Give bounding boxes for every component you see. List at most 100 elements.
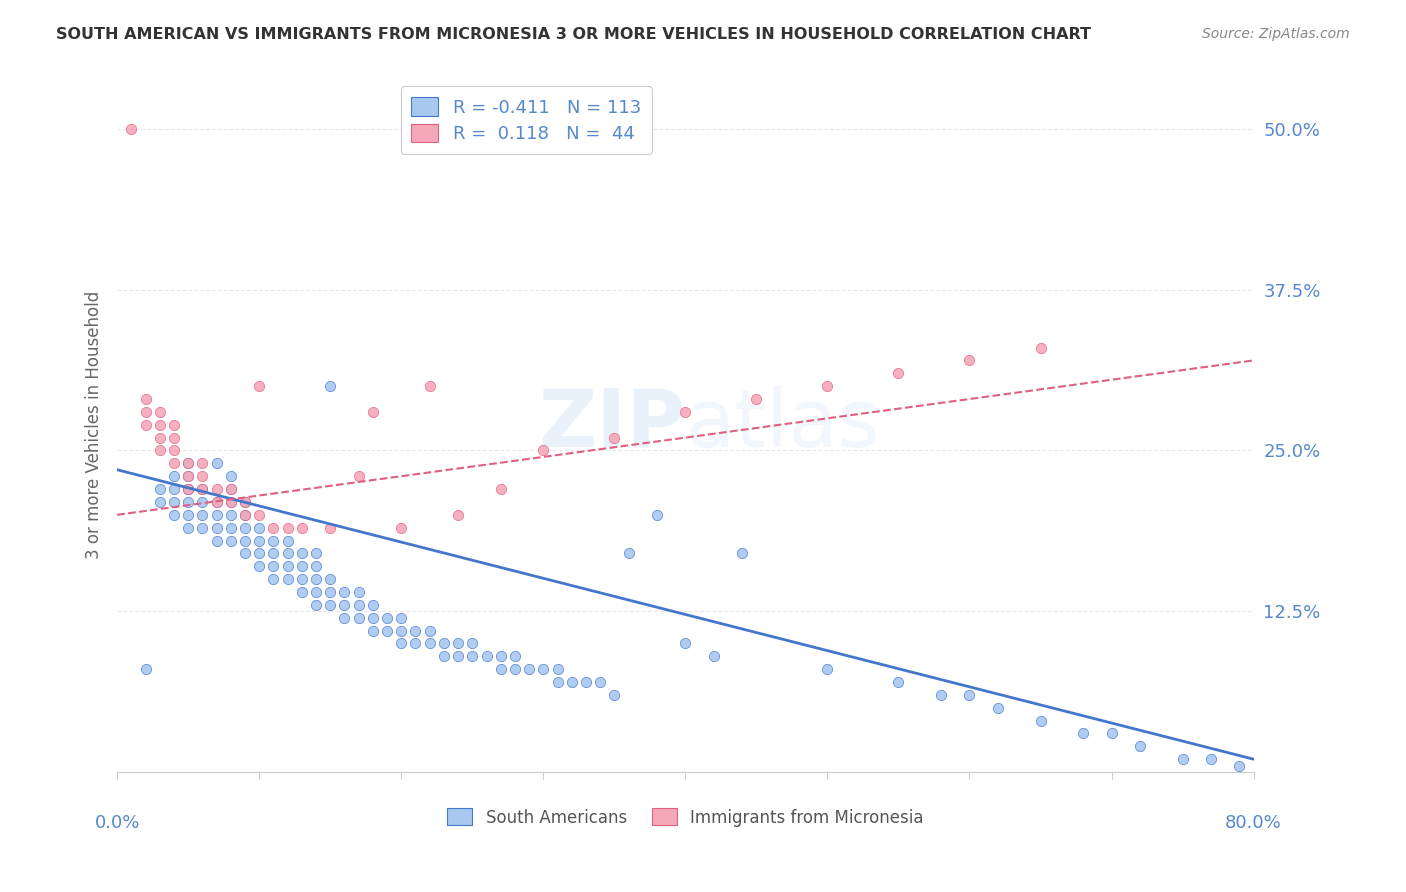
Point — [547, 662, 569, 676]
Point — [673, 636, 696, 650]
Point — [191, 508, 214, 522]
Point — [177, 482, 200, 496]
Point — [177, 482, 200, 496]
Point — [163, 417, 186, 432]
Point — [262, 546, 284, 560]
Point — [333, 598, 356, 612]
Point — [1029, 341, 1052, 355]
Point — [219, 533, 242, 548]
Point — [191, 456, 214, 470]
Point — [603, 431, 626, 445]
Point — [163, 508, 186, 522]
Point — [531, 662, 554, 676]
Point — [1071, 726, 1094, 740]
Text: SOUTH AMERICAN VS IMMIGRANTS FROM MICRONESIA 3 OR MORE VEHICLES IN HOUSEHOLD COR: SOUTH AMERICAN VS IMMIGRANTS FROM MICRON… — [56, 27, 1091, 42]
Point — [361, 610, 384, 624]
Point — [163, 443, 186, 458]
Point — [305, 546, 328, 560]
Point — [447, 636, 470, 650]
Point — [561, 675, 583, 690]
Point — [361, 624, 384, 638]
Point — [319, 572, 342, 586]
Point — [291, 572, 314, 586]
Point — [405, 636, 427, 650]
Point — [731, 546, 754, 560]
Point — [319, 521, 342, 535]
Point — [389, 521, 412, 535]
Point — [1101, 726, 1123, 740]
Point — [135, 405, 157, 419]
Point — [219, 495, 242, 509]
Point — [233, 521, 256, 535]
Point — [673, 405, 696, 419]
Point — [389, 636, 412, 650]
Point — [745, 392, 768, 406]
Point — [205, 521, 228, 535]
Point — [347, 469, 370, 483]
Point — [433, 649, 456, 664]
Point — [219, 508, 242, 522]
Point — [262, 559, 284, 574]
Point — [247, 533, 270, 548]
Point — [191, 482, 214, 496]
Point — [277, 521, 299, 535]
Point — [817, 662, 839, 676]
Point — [1129, 739, 1152, 754]
Point — [191, 482, 214, 496]
Point — [517, 662, 540, 676]
Point — [817, 379, 839, 393]
Point — [177, 456, 200, 470]
Point — [291, 521, 314, 535]
Point — [319, 598, 342, 612]
Point — [489, 649, 512, 664]
Point — [163, 482, 186, 496]
Point — [929, 688, 952, 702]
Point — [247, 379, 270, 393]
Point — [135, 417, 157, 432]
Point — [233, 495, 256, 509]
Point — [177, 456, 200, 470]
Point — [177, 469, 200, 483]
Point — [191, 495, 214, 509]
Point — [277, 572, 299, 586]
Point — [347, 598, 370, 612]
Point — [205, 495, 228, 509]
Point — [277, 546, 299, 560]
Point — [1199, 752, 1222, 766]
Point — [205, 495, 228, 509]
Text: Source: ZipAtlas.com: Source: ZipAtlas.com — [1202, 27, 1350, 41]
Point — [177, 495, 200, 509]
Point — [262, 533, 284, 548]
Point — [333, 585, 356, 599]
Point — [589, 675, 612, 690]
Point — [135, 662, 157, 676]
Point — [1171, 752, 1194, 766]
Point — [305, 598, 328, 612]
Point — [461, 649, 484, 664]
Point — [163, 456, 186, 470]
Point — [447, 508, 470, 522]
Point — [703, 649, 725, 664]
Point — [177, 469, 200, 483]
Point — [219, 521, 242, 535]
Text: ZIP: ZIP — [538, 385, 685, 464]
Point — [319, 379, 342, 393]
Point — [233, 495, 256, 509]
Point — [1229, 758, 1251, 772]
Point — [247, 521, 270, 535]
Point — [219, 482, 242, 496]
Point — [233, 546, 256, 560]
Point — [319, 585, 342, 599]
Point — [291, 585, 314, 599]
Point — [433, 636, 456, 650]
Point — [247, 546, 270, 560]
Point — [233, 508, 256, 522]
Point — [375, 610, 398, 624]
Point — [277, 533, 299, 548]
Point — [163, 469, 186, 483]
Point — [291, 546, 314, 560]
Point — [603, 688, 626, 702]
Point — [149, 495, 172, 509]
Point — [205, 508, 228, 522]
Text: 0.0%: 0.0% — [94, 814, 139, 831]
